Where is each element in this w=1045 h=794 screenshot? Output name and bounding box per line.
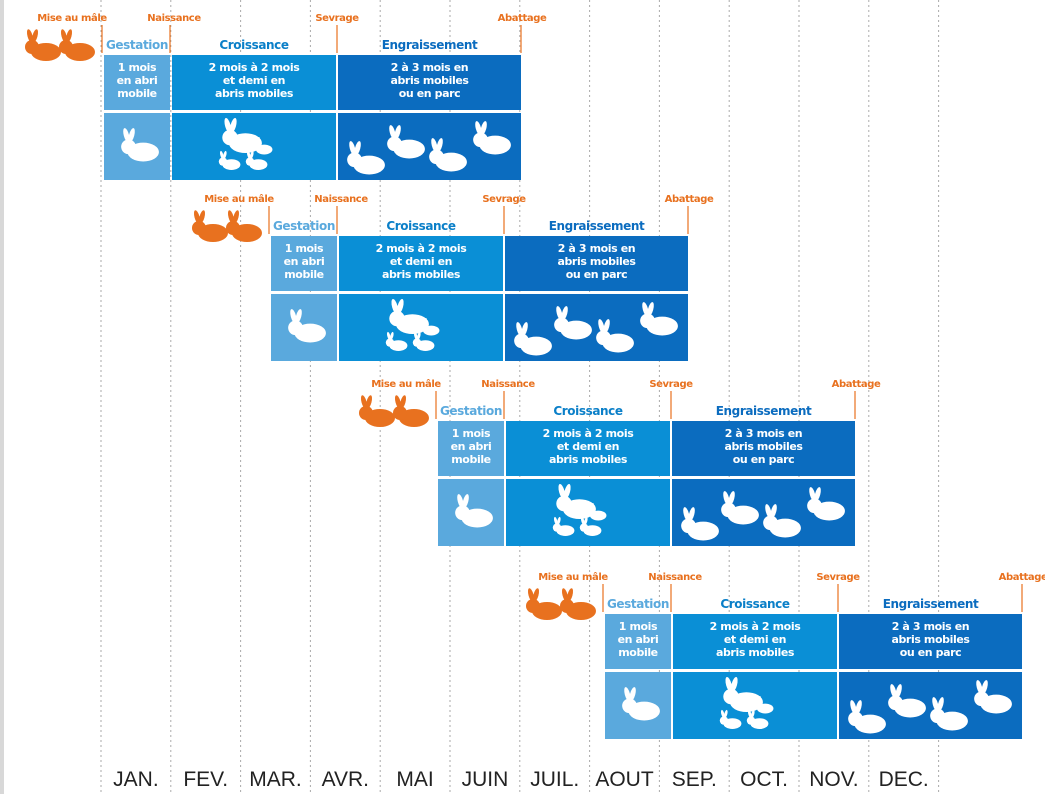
event-label: Abattage — [832, 379, 881, 390]
event-label: Abattage — [498, 13, 547, 24]
phase-title: Engraissement — [883, 597, 979, 611]
event-label: Abattage — [999, 572, 1045, 583]
phase-description: ou en parc — [733, 453, 795, 466]
phase-description: et demi en — [390, 255, 452, 268]
phase-description: en abri — [618, 633, 659, 646]
phase-description: abris mobiles — [382, 268, 461, 281]
phase-description: 2 à 3 mois en — [391, 61, 468, 74]
phase-description: en abri — [117, 74, 158, 87]
event-label: Naissance — [314, 194, 368, 205]
event-label: Sevrage — [816, 572, 860, 583]
phase-title: Gestation — [607, 597, 669, 611]
phase-description: 2 à 3 mois en — [558, 242, 635, 255]
phase-description: abris mobiles — [557, 255, 636, 268]
cycle: Mise au mâle Naissance Sevrage Abattage Gest… — [526, 571, 1045, 739]
phase-description: 2 mois à 2 mois — [710, 620, 802, 633]
phase-description: abris mobiles — [549, 453, 628, 466]
left-border — [0, 0, 4, 794]
month-label: JAN. — [113, 768, 159, 791]
event-label: Naissance — [648, 572, 702, 583]
event-label: Sevrage — [482, 194, 526, 205]
cycle: Mise au mâle Naissance Sevrage Abattage Gest… — [25, 12, 547, 180]
phase-title: Gestation — [440, 404, 502, 418]
cycle: Mise au mâle Naissance Sevrage Abattage Gest… — [192, 193, 714, 361]
phase-description: ou en parc — [566, 268, 628, 281]
event-label: Sevrage — [649, 379, 693, 390]
phase-description: abris mobiles — [390, 74, 469, 87]
phase-description: ou en parc — [399, 87, 461, 100]
event-label: Naissance — [481, 379, 535, 390]
phase-description: et demi en — [724, 633, 786, 646]
phase-description: et demi en — [223, 74, 285, 87]
phase-description: 2 mois à 2 mois — [209, 61, 301, 74]
month-label: MAI — [396, 768, 433, 791]
event-label: Mise au mâle — [371, 378, 441, 390]
rabbit-icon — [359, 395, 395, 427]
phase-title: Croissance — [219, 38, 289, 52]
phase-description: abris mobiles — [891, 633, 970, 646]
rabbit-icon — [526, 588, 562, 620]
event-label: Sevrage — [315, 13, 359, 24]
event-label: Mise au mâle — [538, 571, 608, 583]
phase-description: 1 mois — [619, 620, 658, 633]
phase-description: abris mobiles — [716, 646, 795, 659]
phase-description: 1 mois — [118, 61, 157, 74]
phase-description: et demi en — [557, 440, 619, 453]
phase-description: mobile — [284, 268, 324, 281]
rabbit-icon — [560, 588, 596, 620]
phase-title: Engraissement — [549, 219, 645, 233]
phase-title: Croissance — [720, 597, 790, 611]
phase-description: en abri — [284, 255, 325, 268]
phase-description: en abri — [451, 440, 492, 453]
phase-description: mobile — [618, 646, 658, 659]
phase-title: Croissance — [553, 404, 623, 418]
phase-description: 1 mois — [452, 427, 491, 440]
phase-description: 2 à 3 mois en — [725, 427, 802, 440]
month-label: SEP. — [672, 768, 717, 791]
rabbit-icon — [59, 29, 95, 61]
phase-description: mobile — [117, 87, 157, 100]
month-label: DEC. — [879, 768, 929, 791]
month-label: JUIL. — [530, 768, 579, 791]
rabbit-icon — [192, 210, 228, 242]
phase-description: mobile — [451, 453, 491, 466]
event-label: Abattage — [665, 194, 714, 205]
cycle: Mise au mâle Naissance Sevrage Abattage Gest… — [359, 378, 881, 546]
month-label: AVR. — [322, 768, 369, 791]
phase-description: 1 mois — [285, 242, 324, 255]
phase-title: Croissance — [386, 219, 456, 233]
rabbit-icon — [25, 29, 61, 61]
phase-title: Gestation — [106, 38, 168, 52]
event-label: Mise au mâle — [37, 12, 107, 24]
phase-description: abris mobiles — [215, 87, 294, 100]
month-label: MAR. — [249, 768, 302, 791]
phase-title: Engraissement — [716, 404, 812, 418]
phase-title: Engraissement — [382, 38, 478, 52]
month-label: FEV. — [183, 768, 228, 791]
month-label: JUIN — [462, 768, 509, 791]
month-label: AOUT — [595, 768, 654, 791]
event-label: Naissance — [147, 13, 201, 24]
phase-description: 2 mois à 2 mois — [376, 242, 468, 255]
phase-description: ou en parc — [900, 646, 962, 659]
month-label: OCT. — [740, 768, 788, 791]
event-label: Mise au mâle — [204, 193, 274, 205]
phase-description: abris mobiles — [724, 440, 803, 453]
phase-title: Gestation — [273, 219, 335, 233]
phase-description: 2 mois à 2 mois — [543, 427, 635, 440]
rabbit-icon — [393, 395, 429, 427]
month-label: NOV. — [809, 768, 858, 791]
breeding-calendar: JAN. FEV. MAR. AVR. MAI JUIN JUIL. AOUT SEP. OCT.… — [0, 0, 1045, 794]
rabbit-icon — [226, 210, 262, 242]
phase-description: 2 à 3 mois en — [892, 620, 969, 633]
